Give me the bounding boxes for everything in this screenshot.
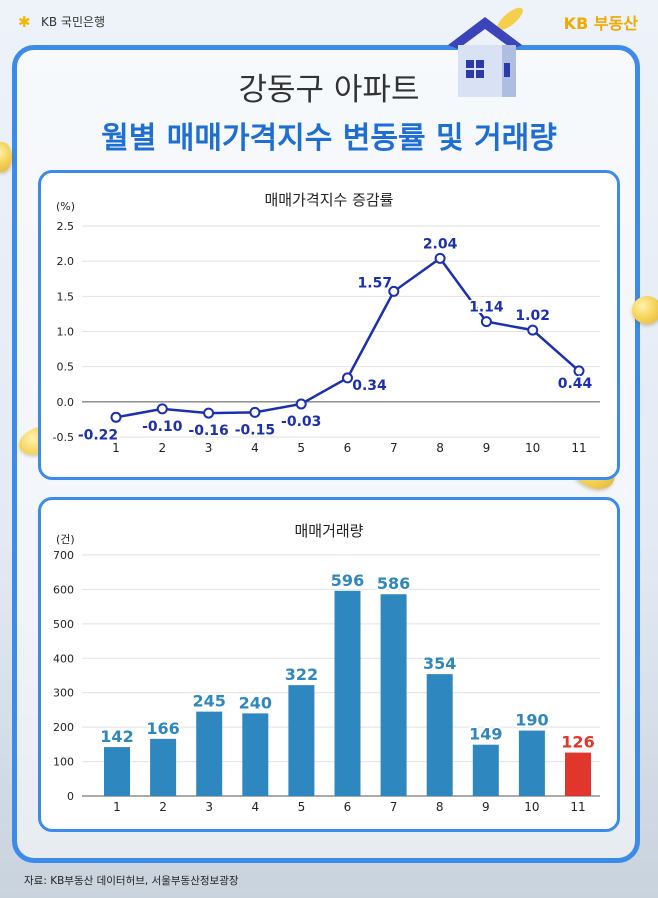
bar (518, 730, 545, 796)
x-tick-label: 1 (113, 800, 121, 814)
price-index-chart-panel: 매매가격지수 증감률 (38, 170, 620, 480)
x-tick-label: 8 (436, 441, 444, 455)
line-chart-unit: (%) (56, 200, 76, 213)
data-point (527, 324, 539, 336)
data-label: 1.14 (469, 300, 504, 316)
data-label: 2.04 (423, 236, 458, 252)
bar-chart-title: 매매거래량 (294, 522, 364, 540)
data-label: -0.10 (142, 419, 183, 435)
data-point (249, 406, 261, 418)
bar (426, 674, 453, 796)
data-label: 245 (192, 692, 225, 711)
y-tick-label: 500 (53, 618, 74, 631)
x-tick-label: 6 (344, 441, 352, 455)
data-point (573, 365, 585, 377)
data-point (342, 372, 353, 384)
x-tick-label: 10 (524, 800, 539, 814)
x-tick-label: 4 (251, 800, 259, 814)
line-chart-title: 매매가격지수 증감률 (264, 191, 394, 209)
x-tick-label: 10 (525, 441, 540, 455)
x-tick-label: 5 (297, 441, 305, 455)
bar (196, 711, 223, 796)
y-tick-label: 600 (53, 583, 74, 596)
bar (288, 685, 315, 796)
data-label: 1.57 (358, 275, 393, 291)
y-tick-label: 100 (53, 756, 74, 769)
data-label: 354 (423, 654, 456, 673)
y-tick-label: 400 (53, 652, 74, 665)
x-tick-label: 2 (159, 800, 167, 814)
x-tick-label: 1 (112, 441, 120, 455)
data-label: 142 (100, 727, 133, 746)
bar (150, 738, 177, 796)
source-note: 자료: KB부동산 데이터허브, 서울부동산정보광장 (24, 875, 239, 887)
data-label: 240 (239, 693, 272, 712)
x-tick-label: 11 (570, 800, 585, 814)
x-tick-label: 9 (483, 441, 491, 455)
data-point (156, 403, 168, 415)
brand-logo: KB 부동산 (563, 14, 638, 33)
data-label: -0.16 (188, 423, 228, 439)
y-tick-label: 0 (67, 790, 74, 803)
bar (104, 747, 130, 796)
data-label: 190 (515, 711, 548, 730)
x-tick-label: 11 (571, 441, 586, 455)
x-tick-label: 3 (205, 441, 213, 455)
data-label: 0.34 (352, 378, 387, 394)
y-tick-label: 0.0 (57, 396, 75, 409)
x-tick-label: 2 (158, 441, 166, 455)
data-label: -0.03 (281, 414, 321, 430)
data-label: 596 (331, 571, 364, 590)
x-tick-label: 3 (205, 800, 213, 814)
coin-icon (632, 296, 658, 324)
bar (334, 590, 361, 796)
coin-icon (0, 142, 12, 172)
bar (380, 594, 407, 796)
y-tick-label: 2.5 (57, 220, 75, 233)
data-label: -0.22 (78, 427, 118, 443)
data-point (434, 252, 446, 264)
bar (565, 752, 591, 796)
data-point (110, 411, 122, 423)
y-tick-label: -0.5 (53, 431, 74, 444)
x-tick-label: 8 (436, 800, 444, 814)
data-label: 149 (469, 725, 502, 744)
x-tick-label: 5 (298, 800, 306, 814)
data-point (480, 316, 492, 328)
x-tick-label: 6 (344, 800, 352, 814)
kb-star-icon: ✱ (18, 12, 31, 31)
x-tick-label: 7 (390, 800, 398, 814)
page-title: 강동구 아파트 (238, 72, 420, 108)
bar (242, 713, 269, 796)
page-subtitle: 월별 매매가격지수 변동률 및 거래량 (101, 121, 557, 156)
y-tick-label: 300 (53, 687, 74, 700)
data-point (295, 398, 307, 410)
data-label: 1.02 (515, 308, 550, 324)
y-tick-label: 1.5 (57, 290, 75, 303)
data-label: 586 (377, 574, 410, 593)
data-label: 322 (285, 665, 318, 684)
y-tick-label: 2.0 (57, 255, 75, 268)
bank-logo-text: KB 국민은행 (41, 15, 106, 29)
x-tick-label: 7 (390, 441, 398, 455)
data-label: 0.44 (558, 376, 593, 392)
y-tick-label: 700 (53, 549, 74, 562)
y-tick-label: 200 (53, 721, 74, 734)
x-tick-label: 9 (482, 800, 490, 814)
bar (472, 744, 499, 796)
x-tick-label: 4 (251, 441, 259, 455)
data-point (388, 285, 400, 297)
bar-chart-unit: (건) (56, 533, 75, 546)
data-point (203, 407, 215, 419)
data-label: 166 (146, 719, 179, 738)
data-label: -0.15 (235, 422, 275, 438)
y-tick-label: 0.5 (57, 361, 75, 374)
house-icon (448, 7, 523, 97)
top-bar: ✱ KB 국민은행 KB 부동산 (0, 0, 658, 40)
kb-bank-logo: ✱ KB 국민은행 (18, 13, 105, 30)
data-label: 126 (561, 733, 594, 752)
y-tick-label: 1.0 (57, 326, 75, 339)
